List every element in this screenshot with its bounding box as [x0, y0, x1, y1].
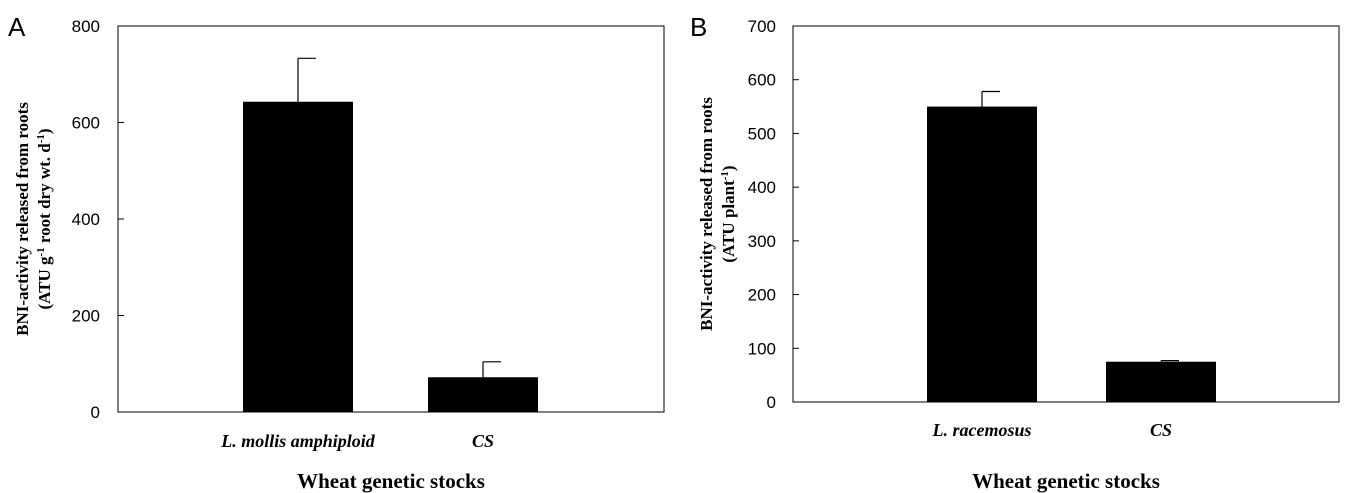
y-axis-title-a-line2: (ATU g-1 root dry wt. d-1) [35, 128, 54, 309]
y-tick-label: 400 [72, 210, 100, 229]
bars-b [927, 90, 1216, 403]
y-tick-label: 700 [748, 17, 776, 36]
y-tick-label: 800 [72, 17, 100, 36]
y-tick-label: 600 [748, 71, 776, 90]
y-title-b-sup1: -1 [719, 171, 731, 180]
y-axis-title-a-line1: BNI-activity released from roots [13, 102, 32, 336]
bar [1106, 361, 1216, 402]
y-tick-label: 0 [767, 393, 776, 412]
y-title-a-part3: ) [35, 128, 54, 134]
y-title-a-part2: root dry wt. d [35, 143, 54, 248]
y-ticks-b: 0 100 200 300 400 500 600 700 [748, 17, 799, 412]
y-tick-label: 600 [72, 114, 100, 133]
y-title-a-sup2: -1 [35, 134, 47, 143]
panel-label-b: B [690, 12, 707, 42]
y-axis-title-b-line2: (ATU plant-1) [719, 165, 738, 262]
y-tick-label: 100 [748, 339, 776, 358]
y-tick-label: 200 [748, 286, 776, 305]
y-tick-label: 200 [72, 307, 100, 326]
y-tick-label: 0 [91, 403, 100, 422]
y-title-b-part2: ) [719, 165, 738, 171]
plot-frame-a [117, 25, 665, 413]
y-title-b-part1: (ATU plant [719, 180, 738, 263]
y-title-a-part1: (ATU g [35, 256, 54, 310]
bar [927, 106, 1037, 403]
x-category-label: L. racemosus [932, 420, 1032, 440]
y-tick-label: 500 [748, 124, 776, 143]
bars-a [243, 57, 538, 412]
x-category-label: CS [472, 431, 494, 451]
x-axis-title-a: Wheat genetic stocks [297, 469, 485, 493]
x-categories-b: L. racemosus CS [932, 420, 1173, 440]
y-tick-label: 400 [748, 178, 776, 197]
bar [428, 377, 538, 412]
x-category-label: CS [1150, 420, 1172, 440]
y-title-a-sup1: -1 [35, 247, 47, 256]
y-tick-label: 300 [748, 232, 776, 251]
y-axis-title-b-line1: BNI-activity released from roots [697, 97, 716, 331]
x-axis-title-b: Wheat genetic stocks [972, 469, 1160, 493]
y-ticks-a: 0 200 400 600 800 [72, 17, 124, 422]
plot-frame-b [792, 25, 1340, 403]
x-category-label: L. mollis amphiploid [220, 431, 376, 451]
bar [243, 101, 353, 412]
x-categories-a: L. mollis amphiploid CS [220, 431, 494, 451]
panel-label-a: A [8, 12, 26, 42]
chart-panel-a: A 0 200 400 600 800 L. mollis amphiploid CS W… [8, 12, 665, 493]
